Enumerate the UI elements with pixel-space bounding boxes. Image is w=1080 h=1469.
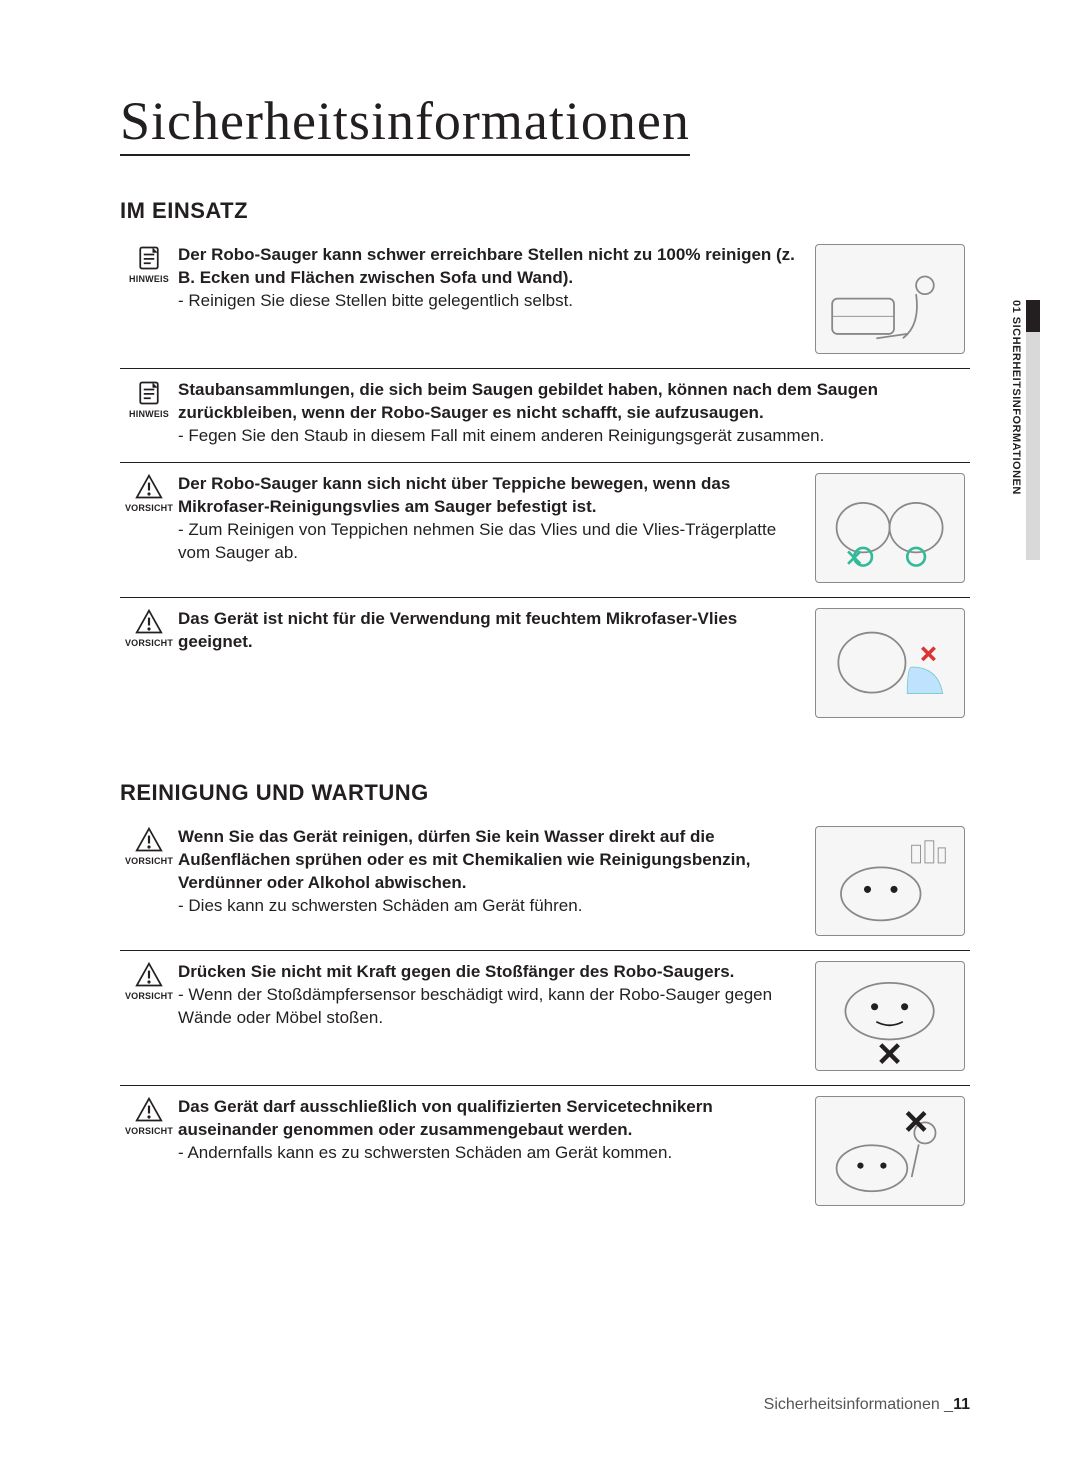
illustration-column bbox=[810, 826, 970, 936]
safety-item: VORSICHT Das Gerät darf ausschließlich v… bbox=[120, 1086, 970, 1220]
safety-item: VORSICHT Der Robo-Sauger kann sich nicht… bbox=[120, 463, 970, 598]
icon-column: VORSICHT bbox=[120, 826, 178, 866]
item-bold: Wenn Sie das Gerät reinigen, dürfen Sie … bbox=[178, 826, 800, 895]
safety-item: VORSICHT Wenn Sie das Gerät reinigen, dü… bbox=[120, 816, 970, 951]
side-tab-marker bbox=[1026, 300, 1040, 332]
side-tab: 01 SICHERHEITSINFORMATIONEN bbox=[1018, 300, 1040, 560]
text-column: Das Gerät darf ausschließlich von qualif… bbox=[178, 1096, 810, 1165]
caution-icon bbox=[135, 608, 163, 636]
icon-column: VORSICHT bbox=[120, 961, 178, 1001]
page-number: 11 bbox=[953, 1396, 970, 1413]
item-body: - Fegen Sie den Staub in diesem Fall mit… bbox=[178, 425, 960, 448]
icon-column: VORSICHT bbox=[120, 473, 178, 513]
icon-label: VORSICHT bbox=[125, 503, 173, 513]
icon-label: VORSICHT bbox=[125, 1126, 173, 1136]
illustration-column bbox=[810, 1096, 970, 1206]
note-icon bbox=[135, 379, 163, 407]
text-column: Der Robo-Sauger kann schwer erreichbare … bbox=[178, 244, 810, 313]
text-column: Staubansammlungen, die sich beim Saugen … bbox=[178, 379, 970, 448]
caution-icon bbox=[135, 826, 163, 854]
icon-label: VORSICHT bbox=[125, 856, 173, 866]
item-body: - Andernfalls kann es zu schwersten Schä… bbox=[178, 1142, 800, 1165]
icon-column: VORSICHT bbox=[120, 1096, 178, 1136]
illustration-robot-disassemble bbox=[815, 1096, 965, 1206]
illustration-robot-wet bbox=[815, 608, 965, 718]
illustration-vacuum-corner bbox=[815, 244, 965, 354]
item-bold: Der Robo-Sauger kann sich nicht über Tep… bbox=[178, 473, 800, 519]
icon-column: VORSICHT bbox=[120, 608, 178, 648]
footer-label: Sicherheitsinformationen _ bbox=[764, 1396, 953, 1413]
item-body: - Reinigen Sie diese Stellen bitte geleg… bbox=[178, 290, 800, 313]
item-bold: Der Robo-Sauger kann schwer erreichbare … bbox=[178, 244, 800, 290]
safety-item: HINWEIS Der Robo-Sauger kann schwer erre… bbox=[120, 234, 970, 369]
page: Sicherheitsinformationen IM EINSATZ HINW… bbox=[0, 0, 1080, 1469]
item-bold: Das Gerät darf ausschließlich von qualif… bbox=[178, 1096, 800, 1142]
icon-label: VORSICHT bbox=[125, 991, 173, 1001]
illustration-column bbox=[810, 244, 970, 354]
item-bold: Staubansammlungen, die sich beim Saugen … bbox=[178, 379, 960, 425]
item-body: - Dies kann zu schwersten Schäden am Ger… bbox=[178, 895, 800, 918]
safety-item: VORSICHT Das Gerät ist nicht für die Ver… bbox=[120, 598, 970, 732]
icon-label: VORSICHT bbox=[125, 638, 173, 648]
safety-item: VORSICHT Drücken Sie nicht mit Kraft geg… bbox=[120, 951, 970, 1086]
illustration-column bbox=[810, 961, 970, 1071]
illustration-robot-carpet bbox=[815, 473, 965, 583]
section-heading-im-einsatz: IM EINSATZ bbox=[120, 198, 970, 224]
section-gap bbox=[120, 732, 970, 762]
illustration-robot-bumper bbox=[815, 961, 965, 1071]
illustration-column bbox=[810, 473, 970, 583]
icon-label: HINWEIS bbox=[129, 274, 169, 284]
item-bold: Das Gerät ist nicht für die Verwendung m… bbox=[178, 608, 800, 654]
text-column: Das Gerät ist nicht für die Verwendung m… bbox=[178, 608, 810, 654]
icon-column: HINWEIS bbox=[120, 244, 178, 284]
page-title: Sicherheitsinformationen bbox=[120, 90, 690, 156]
item-body: - Wenn der Stoßdämpfersensor beschädigt … bbox=[178, 984, 800, 1030]
page-footer: Sicherheitsinformationen _11 bbox=[764, 1396, 970, 1414]
illustration-robot-chemicals bbox=[815, 826, 965, 936]
icon-label: HINWEIS bbox=[129, 409, 169, 419]
caution-icon bbox=[135, 473, 163, 501]
text-column: Der Robo-Sauger kann sich nicht über Tep… bbox=[178, 473, 810, 565]
item-body: - Zum Reinigen von Teppichen nehmen Sie … bbox=[178, 519, 800, 565]
caution-icon bbox=[135, 961, 163, 989]
illustration-column bbox=[810, 608, 970, 718]
side-tab-stripe bbox=[1026, 300, 1040, 560]
icon-column: HINWEIS bbox=[120, 379, 178, 419]
caution-icon bbox=[135, 1096, 163, 1124]
side-tab-label: 01 SICHERHEITSINFORMATIONEN bbox=[1010, 300, 1022, 495]
section-heading-reinigung: REINIGUNG UND WARTUNG bbox=[120, 780, 970, 806]
text-column: Wenn Sie das Gerät reinigen, dürfen Sie … bbox=[178, 826, 810, 918]
item-bold: Drücken Sie nicht mit Kraft gegen die St… bbox=[178, 961, 800, 984]
safety-item: HINWEIS Staubansammlungen, die sich beim… bbox=[120, 369, 970, 463]
text-column: Drücken Sie nicht mit Kraft gegen die St… bbox=[178, 961, 810, 1030]
note-icon bbox=[135, 244, 163, 272]
